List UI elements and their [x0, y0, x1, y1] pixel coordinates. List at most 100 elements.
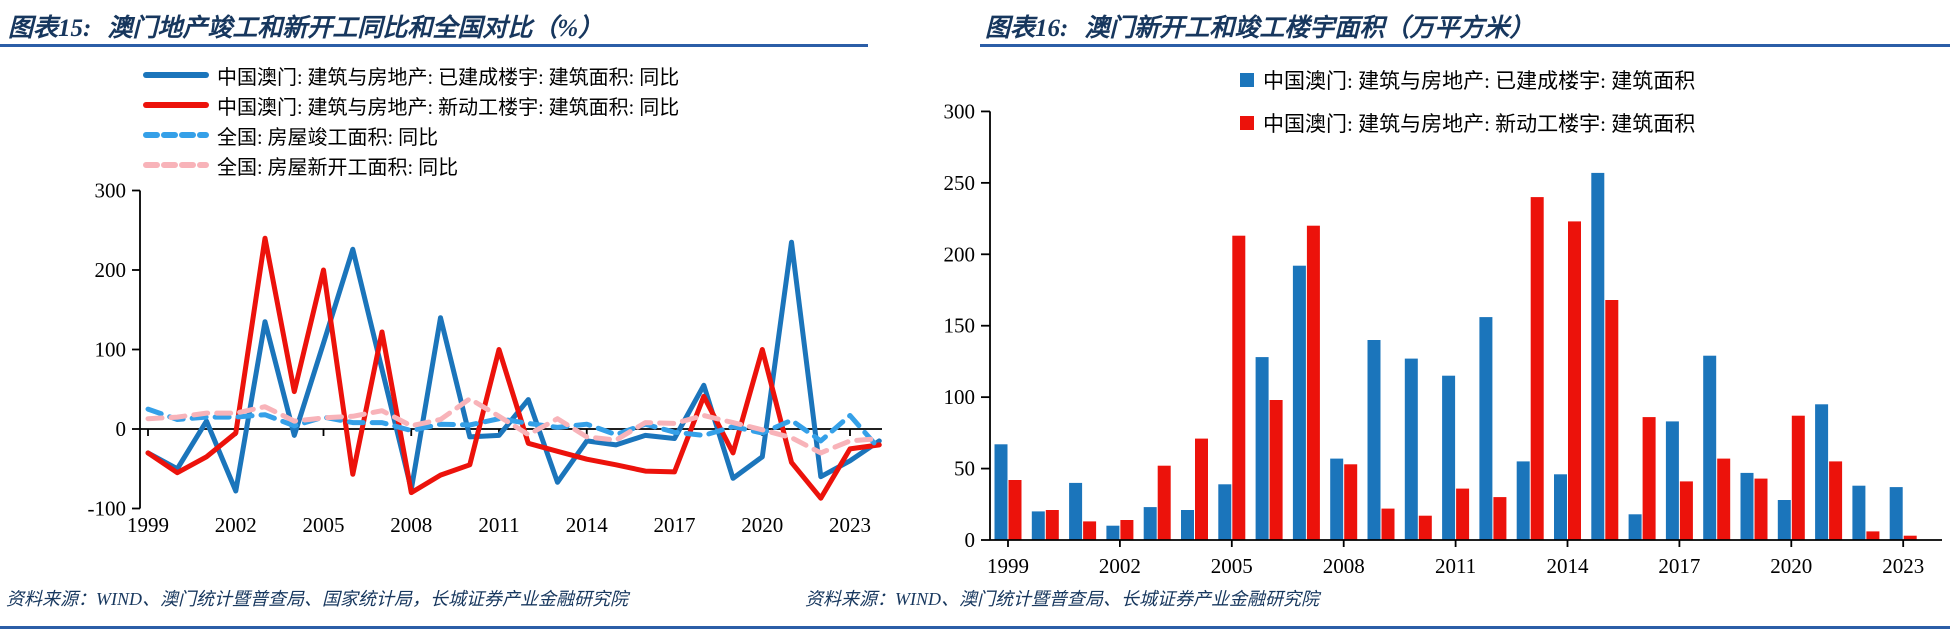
- figure15-title: 图表15: 澳门地产竣工和新开工同比和全国对比（%）: [8, 8, 603, 44]
- bar-macau-newstart-area-2000: [1045, 510, 1059, 540]
- bar-macau-completed-area-2023: [1889, 487, 1903, 540]
- figure16-source: 资料来源：WIND、澳门统计暨普查局、长城证券产业金融研究院: [805, 589, 1319, 609]
- y-axis-tick-label: 0: [965, 528, 976, 552]
- legend-square-swatch-icon: [1240, 115, 1254, 130]
- bar-macau-completed-area-2007: [1292, 265, 1306, 540]
- x-axis-tick-label: 2008: [390, 513, 432, 537]
- bar-macau-completed-area-2000: [1031, 511, 1045, 540]
- x-axis-tick-label: 2020: [741, 513, 783, 537]
- bar-macau-completed-area-2011: [1442, 375, 1456, 540]
- figure15-title-prefix: 图表15:: [8, 15, 92, 42]
- x-axis-tick-label: 2002: [1099, 554, 1141, 578]
- y-axis-tick-label: 200: [95, 258, 127, 282]
- bar-macau-newstart-area-2008: [1344, 464, 1358, 540]
- bar-macau-completed-area-2016: [1628, 514, 1642, 540]
- bar-macau-completed-area-2014: [1554, 474, 1567, 540]
- legend-item-national-newstart-yoy: 全国: 房屋新开工面积: 同比: [143, 150, 679, 180]
- x-axis-tick-label: 2023: [829, 513, 871, 537]
- legend-item-label: 中国澳门: 建筑与房地产: 已建成楼宇: 建筑面积: [1263, 68, 1696, 93]
- bar-macau-completed-area-2005: [1218, 484, 1232, 540]
- x-axis-tick-label: 2008: [1323, 554, 1365, 578]
- bar-macau-newstart-area-2012: [1493, 497, 1507, 540]
- figure16-title: 图表16: 澳门新开工和竣工楼宇面积（万平方米）: [985, 8, 1534, 44]
- x-axis-tick-label: 1999: [127, 513, 169, 537]
- figure16-title-rule: [980, 44, 1950, 47]
- bar-macau-newstart-area-2021: [1829, 461, 1843, 540]
- bar-macau-newstart-area-2005: [1232, 235, 1246, 540]
- y-axis-tick-label: 300: [944, 99, 976, 123]
- bar-macau-completed-area-2022: [1852, 485, 1866, 540]
- x-axis-tick-label: 2014: [566, 513, 609, 537]
- bar-macau-completed-area-2009: [1367, 340, 1381, 540]
- x-axis-tick-label: 2011: [478, 513, 519, 537]
- x-axis-tick-label: 2005: [303, 513, 345, 537]
- legend-line-sample-icon: [143, 132, 209, 138]
- bar-macau-completed-area-2021: [1815, 404, 1829, 540]
- x-axis-tick-label: 2020: [1770, 554, 1812, 578]
- y-axis-tick-label: 50: [954, 457, 975, 481]
- bar-macau-completed-area-1999: [994, 444, 1008, 540]
- figure16-title-text: 澳门新开工和竣工楼宇面积（万平方米）: [1084, 15, 1535, 42]
- bar-macau-newstart-area-1999: [1008, 480, 1022, 540]
- bar-macau-newstart-area-2003: [1157, 465, 1171, 540]
- figure15-source: 资料来源：WIND、澳门统计暨普查局、国家统计局，长城证券产业金融研究院: [6, 589, 628, 609]
- bar-macau-newstart-area-2001: [1083, 521, 1097, 540]
- bar-macau-completed-area-2020: [1777, 500, 1791, 540]
- line-series-national-newstart-yoy: [145, 396, 882, 456]
- legend-item-label: 中国澳门: 建筑与房地产: 已建成楼宇: 建筑面积: 同比: [217, 66, 680, 89]
- bar-macau-newstart-area-2006: [1269, 400, 1283, 540]
- bar-macau-completed-area-2010: [1404, 358, 1418, 540]
- figure15-legend: 中国澳门: 建筑与房地产: 已建成楼宇: 建筑面积: 同比 中国澳门: 建筑与房地…: [143, 60, 679, 180]
- bar-macau-completed-area-2013: [1516, 461, 1530, 540]
- y-axis-tick-label: 100: [95, 338, 127, 362]
- bar-macau-newstart-area-2023: [1903, 535, 1917, 540]
- bar-macau-completed-area-2015: [1591, 172, 1605, 540]
- bar-macau-newstart-area-2017: [1679, 481, 1693, 540]
- bar-macau-newstart-area-2011: [1456, 488, 1470, 540]
- line-series-national-completed-yoy: [145, 406, 882, 452]
- y-axis-tick-label: 200: [944, 242, 976, 266]
- bar-macau-newstart-area-2004: [1195, 438, 1208, 540]
- bar-macau-newstart-area-2018: [1717, 458, 1731, 540]
- bar-macau-completed-area-2019: [1740, 472, 1754, 540]
- legend-item-label: 全国: 房屋新开工面积: 同比: [217, 156, 459, 179]
- bar-macau-completed-area-2017: [1665, 421, 1679, 540]
- bar-macau-newstart-area-2007: [1306, 225, 1320, 540]
- legend-item-label: 中国澳门: 建筑与房地产: 新动工楼宇: 建筑面积: 同比: [217, 96, 680, 119]
- y-axis-tick-label: 250: [944, 171, 976, 195]
- bar-macau-completed-area-2006: [1255, 357, 1269, 540]
- bar-macau-newstart-area-2010: [1418, 515, 1432, 540]
- bar-macau-completed-area-2004: [1181, 510, 1194, 540]
- figure16-legend: 中国澳门: 建筑与房地产: 已建成楼宇: 建筑面积 中国澳门: 建筑与房地产: 新…: [1240, 58, 1695, 144]
- page-bottom-rule: [0, 626, 1950, 629]
- legend-item-national-completed-yoy: 全国: 房屋竣工面积: 同比: [143, 120, 679, 150]
- line-series-macau-newstart-yoy: [145, 235, 882, 501]
- legend-line-sample-icon: [143, 162, 209, 168]
- bar-macau-newstart-area-2014: [1568, 221, 1581, 540]
- legend-item-macau-newstart-yoy: 中国澳门: 建筑与房地产: 新动工楼宇: 建筑面积: 同比: [143, 90, 679, 120]
- legend-item-macau-completed-area: 中国澳门: 建筑与房地产: 已建成楼宇: 建筑面积: [1240, 58, 1695, 101]
- bar-macau-completed-area-2008: [1330, 458, 1344, 540]
- figure16-title-prefix: 图表16:: [985, 15, 1069, 42]
- bar-macau-newstart-area-2009: [1381, 508, 1395, 540]
- x-axis-tick-label: 2017: [1658, 554, 1700, 578]
- bar-macau-newstart-area-2002: [1120, 520, 1134, 540]
- y-axis-tick-label: 0: [116, 417, 127, 441]
- legend-item-label: 中国澳门: 建筑与房地产: 新动工楼宇: 建筑面积: [1263, 111, 1696, 136]
- bar-macau-completed-area-2002: [1106, 525, 1120, 540]
- bar-chart-macau-building-area: 300 250 200 150 100 50 0 1999 2002 2005 2008 2011 20…: [944, 99, 1942, 578]
- bar-macau-completed-area-2003: [1143, 507, 1157, 540]
- bar-macau-completed-area-2001: [1069, 482, 1083, 540]
- y-axis-tick-label: 100: [944, 385, 976, 409]
- y-axis-tick-label: -100: [88, 497, 127, 521]
- bar-macau-newstart-area-2019: [1754, 478, 1768, 540]
- legend-item-macau-completed-yoy: 中国澳门: 建筑与房地产: 已建成楼宇: 建筑面积: 同比: [143, 60, 679, 90]
- x-axis-tick-label: 2011: [1435, 554, 1476, 578]
- x-axis-tick-label: 2005: [1211, 554, 1253, 578]
- line-series-macau-completed-yoy: [145, 239, 882, 494]
- x-axis-tick-label: 2023: [1882, 554, 1924, 578]
- x-axis-tick-label: 2014: [1547, 554, 1590, 578]
- figure15-title-text: 澳门地产竣工和新开工同比和全国对比（%）: [107, 15, 604, 42]
- bar-macau-newstart-area-2015: [1605, 300, 1619, 540]
